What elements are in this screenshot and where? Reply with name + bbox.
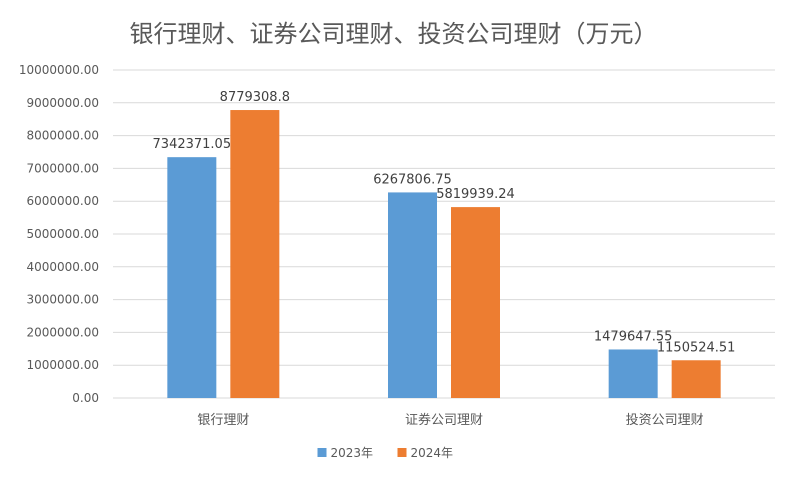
data-label: 7342371.05 (153, 137, 232, 152)
bar (167, 157, 217, 398)
x-tick-label: 银行理财 (197, 413, 249, 428)
data-label: 6267806.75 (373, 172, 452, 187)
y-tick-label: 1000000.00 (26, 358, 99, 372)
y-tick-label: 2000000.00 (26, 325, 99, 339)
y-tick-label: 9000000.00 (26, 96, 99, 110)
y-tick-label: 4000000.00 (26, 260, 99, 274)
legend-label: 2023年 (331, 446, 374, 460)
bar (451, 207, 500, 398)
bar (388, 192, 437, 398)
bar (230, 110, 280, 399)
bar (671, 360, 721, 398)
legend-swatch (317, 448, 327, 457)
data-label: 8779308.8 (220, 90, 290, 105)
data-label: 5819939.24 (436, 187, 515, 202)
data-label: 1150524.51 (657, 340, 736, 355)
bar (608, 349, 658, 398)
y-tick-label: 8000000.00 (26, 129, 99, 143)
chart-title: 银行理财、证券公司理财、投资公司理财（万元） (129, 20, 658, 48)
data-label: 1479647.55 (594, 329, 673, 344)
legend-label: 2024年 (411, 446, 454, 460)
y-tick-label: 7000000.00 (26, 161, 99, 175)
y-tick-label: 6000000.00 (26, 194, 99, 208)
x-tick-label: 投资公司理财 (626, 412, 704, 428)
y-tick-label: 5000000.00 (26, 227, 99, 241)
x-tick-label: 证券公司理财 (405, 412, 483, 428)
y-tick-label: 3000000.00 (26, 293, 99, 307)
legend-swatch (397, 448, 407, 457)
y-tick-label: 0.00 (72, 391, 99, 405)
y-tick-label: 10000000.00 (19, 63, 99, 77)
